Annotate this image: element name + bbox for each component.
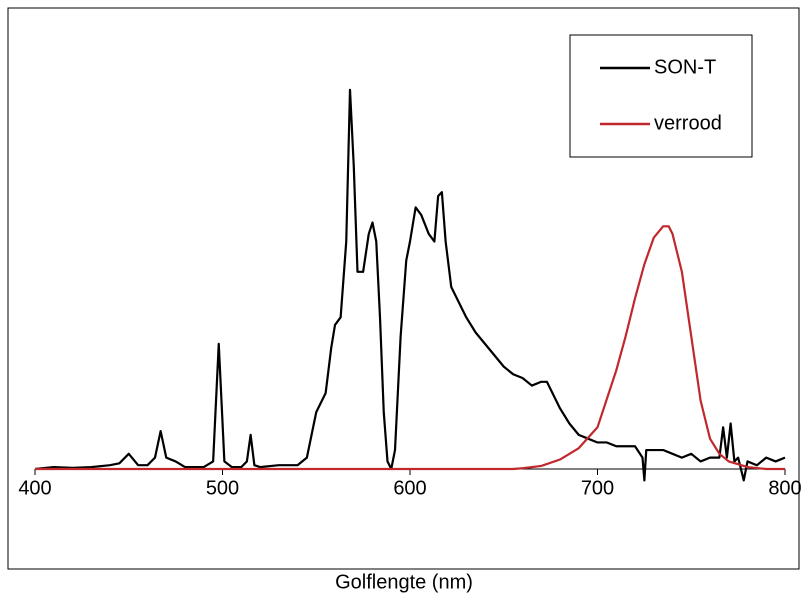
legend-label: verrood — [654, 112, 722, 134]
x-tick-label: 800 — [768, 477, 801, 499]
x-tick-label: 700 — [581, 477, 614, 499]
series-line — [35, 225, 785, 471]
plot-frame — [7, 7, 800, 570]
x-axis-label: Golflengte (nm) — [335, 571, 473, 593]
legend-label: SON-T — [654, 56, 716, 78]
x-tick-label: 500 — [206, 477, 239, 499]
x-tick-label: 400 — [18, 477, 51, 499]
series-line — [34, 88, 786, 482]
x-tick-label: 600 — [393, 477, 426, 499]
legend-box — [569, 34, 753, 158]
